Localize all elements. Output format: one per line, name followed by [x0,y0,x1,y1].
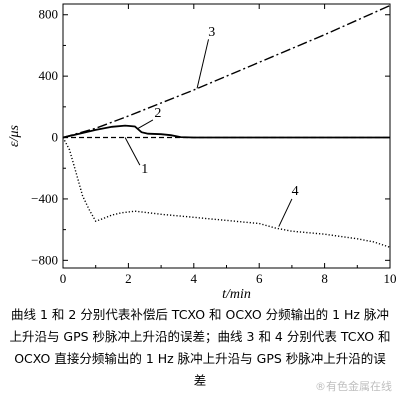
x-tick-label-10: 10 [384,271,397,286]
series-label-3: 3 [208,25,215,40]
series-callout-line-1 [124,137,141,166]
y-tick-label-0: 0 [52,130,59,145]
watermark: ®有色金属在线 [315,380,392,393]
series-label-1: 1 [141,162,148,177]
y-tick-label--800: −800 [31,252,58,267]
y-axis-title: ε/μs [7,125,22,147]
series-line-2 [62,124,390,139]
series-label-4: 4 [292,184,299,199]
y-tick-label--400: −400 [31,191,58,206]
series-callout-line-2 [137,119,154,129]
y-tick-label-400: 400 [39,68,59,83]
x-tick-label-8: 8 [321,271,328,286]
x-tick-label-4: 4 [191,271,198,286]
series-callout-line-3 [196,39,210,89]
figure-caption: 曲线 1 和 2 分别代表补偿后 TCXO 和 OCXO 分频输出的 1 Hz … [9,307,391,388]
x-axis-title: t/min [222,287,251,300]
x-tick-label-6: 6 [256,271,263,286]
series-line-3 [62,4,391,139]
series-callout-line-4 [278,198,293,227]
line-chart: 0 2 4 6 8 10 −800 −400 0 400 800 t/min ε/μs 1 2 3 4 [7,3,397,300]
plot-frame [62,3,391,269]
series-label-2: 2 [154,106,161,121]
x-tick-label-2: 2 [125,271,132,286]
x-tick-label-0: 0 [60,271,67,286]
y-tick-label-800: 800 [39,7,59,22]
series-line-4 [62,137,391,248]
